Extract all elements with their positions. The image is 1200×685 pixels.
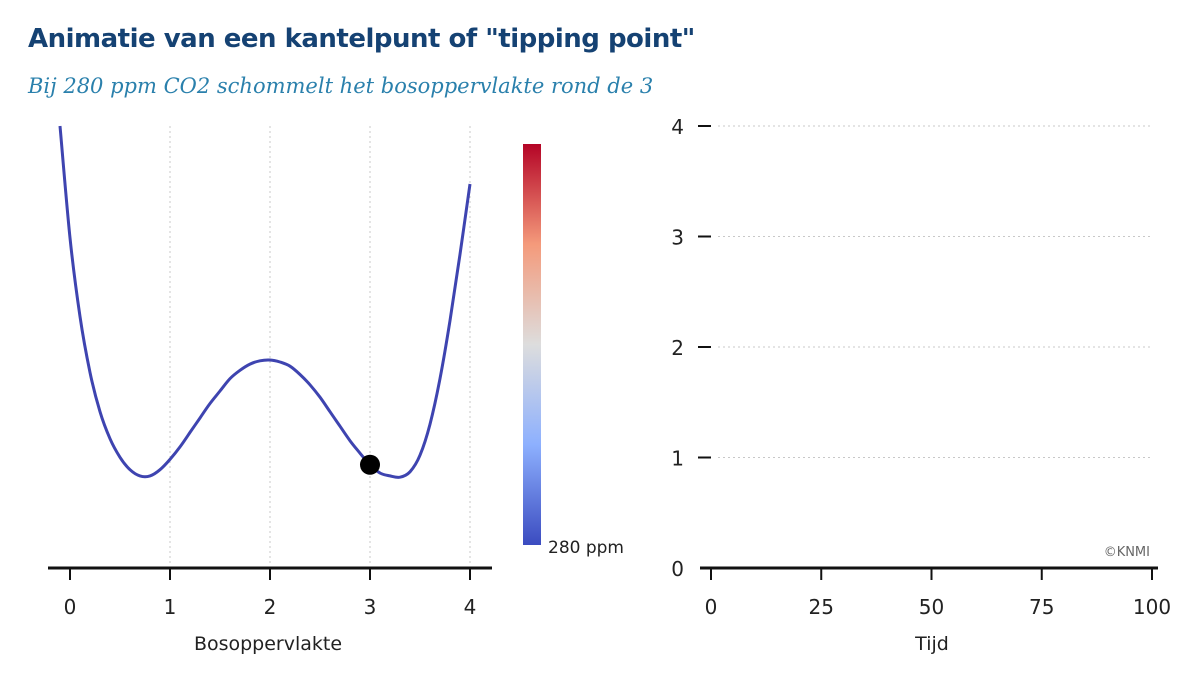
landscape-x-tick-label-1: 1 bbox=[164, 595, 177, 619]
colorbar-label: 280 ppm bbox=[548, 538, 624, 558]
landscape-x-tick-label-0: 0 bbox=[64, 595, 77, 619]
time-series-y-tick-label-3: 3 bbox=[671, 226, 684, 250]
time-series-x-tick-label-75: 75 bbox=[1029, 595, 1054, 619]
chart-subtitle: Bij 280 ppm CO2 schommelt het bosoppervl… bbox=[28, 74, 654, 98]
time-series-x-tick-label-0: 0 bbox=[705, 595, 718, 619]
landscape-chart: 0 1 2 3 4 Bosoppervlakte bbox=[48, 125, 492, 655]
landscape-gridlines bbox=[169, 126, 471, 566]
landscape-x-tick-label-4: 4 bbox=[464, 595, 477, 619]
landscape-curve bbox=[58, 125, 472, 479]
time-series-chart: 0 25 50 75 100 0 1 2 3 4 Tijd ©KNMI bbox=[671, 115, 1171, 655]
landscape-x-tick-label-3: 3 bbox=[364, 595, 377, 619]
time-series-x-tick-label-100: 100 bbox=[1133, 595, 1171, 619]
time-series-y-tick-label-4: 4 bbox=[671, 115, 684, 139]
time-series-y-ticks: 0 1 2 3 4 bbox=[671, 115, 711, 581]
time-series-x-tick-label-25: 25 bbox=[809, 595, 834, 619]
time-series-x-tick-label-50: 50 bbox=[919, 595, 944, 619]
landscape-x-tick-label-2: 2 bbox=[264, 595, 277, 619]
time-series-gridlines bbox=[718, 125, 1152, 458]
time-series-y-tick-label-0: 0 bbox=[671, 557, 684, 581]
colorbar-bar bbox=[523, 144, 541, 545]
time-series-x-ticks: 0 25 50 75 100 bbox=[705, 568, 1171, 619]
state-marker bbox=[360, 454, 380, 475]
time-series-y-tick-label-1: 1 bbox=[671, 447, 684, 471]
time-series-x-label: Tijd bbox=[914, 633, 949, 655]
landscape-x-ticks: 0 1 2 3 4 bbox=[64, 568, 477, 619]
co2-colorbar: 280 ppm bbox=[523, 144, 624, 558]
chart-title: Animatie van een kantelpunt of "tipping … bbox=[28, 24, 695, 54]
time-series-y-tick-label-2: 2 bbox=[671, 336, 684, 360]
credit-label: ©KNMI bbox=[1104, 545, 1150, 560]
landscape-x-label: Bosoppervlakte bbox=[194, 633, 342, 655]
